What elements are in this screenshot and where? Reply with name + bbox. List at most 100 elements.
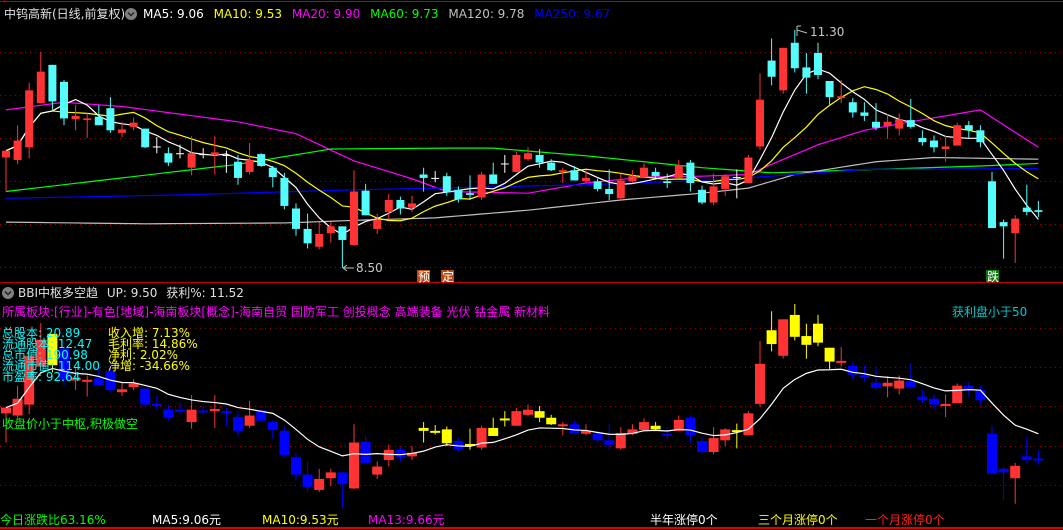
ma10-label: MA10: 9.53 [214,7,282,21]
price-panel[interactable] [2,30,1043,268]
indicator-panel[interactable] [1,304,1044,509]
indicator-candle-body [917,396,928,401]
candle [442,172,451,196]
candle-body [106,108,115,131]
candle-body [176,153,184,155]
indicator-candle-body [766,330,777,345]
indicator-candle-body [731,430,742,433]
indicator-dropdown-icon[interactable] [2,287,14,299]
candle-body [2,150,10,158]
fundamentals-left: 总股本: 20.89 流通股本: 12.47 总市值: 190.98 流通市值:… [2,326,100,384]
indicator-candle [511,408,522,426]
indicator-candle-body [801,336,812,345]
indicator-candle-body [894,380,905,389]
svg-text:跌: 跌 [987,269,999,284]
candle-body [164,153,173,163]
candle-body [350,191,358,246]
daily-ratio: 今日涨跌比63.16% [0,512,106,527]
indicator-candle [453,438,464,452]
candle [292,203,300,236]
bbi-line [5,367,1039,457]
candle [848,98,857,118]
indicator-candle [186,395,197,429]
ma120-line [5,156,1039,225]
candle-body [779,47,788,91]
indicator-candle [813,314,823,347]
net-growth: 净增: -34.66% [108,359,190,373]
indicator-candle-body [824,347,835,362]
candle-body [582,177,590,182]
indicator-candle-body [430,430,441,433]
candle-body [674,165,683,178]
indicator-candle [604,423,615,450]
indicator-candle [917,390,928,404]
candle [315,222,324,250]
candle [118,121,126,138]
candle-body [222,154,231,156]
ma-legend: MA5: 9.06 MA10: 9.53 MA20: 9.90 MA60: 9.… [143,7,610,21]
candle [83,113,92,138]
indicator-candle-body [592,433,603,441]
candle [164,147,173,166]
low-price-label: 8.50 [356,261,383,275]
indicator-candle [755,341,765,407]
candle-body [36,71,45,104]
indicator-candle [140,388,151,406]
indicator-candle-body [395,449,406,458]
candle [187,136,196,176]
indicator-candle-body [523,409,533,415]
indicator-candle-body [604,440,615,445]
candle [767,38,776,86]
candle-body [48,64,57,102]
candle [2,150,10,192]
header-dropdown-icon[interactable] [125,8,137,20]
indicator-candle [244,400,255,428]
candle [918,130,927,146]
indicator-candle-body [465,443,475,446]
candle-body [1011,218,1020,234]
ma60-label: MA60: 9.73 [370,7,438,21]
candle-body [361,190,370,216]
indicator-candle-body [1010,465,1021,479]
indicator-candle-body [279,430,290,455]
indicator-candle [546,414,557,426]
indicator-candle [882,376,893,398]
indicator-candle-body [35,339,46,367]
svg-text:定: 定 [442,269,454,284]
candle [698,185,706,205]
market-cap: 总市值: 190.98 [2,347,88,362]
indicator-candle-body [117,389,127,393]
candle-body [767,60,776,77]
indicator-candle-body [662,433,673,436]
candle [106,97,115,133]
indicator-candle [685,415,696,443]
candle [176,144,184,159]
indicator-candle-body [639,422,649,431]
indicator-candle [221,407,232,427]
indicator-candle [1010,462,1021,504]
indicator-candle [499,411,510,427]
indicator-candle-body [82,379,93,382]
indicator-candle-body [244,415,255,426]
indicator-candle-body [209,408,220,412]
ma250-label: MA250: 9.67 [534,7,610,21]
candle-body [790,42,799,69]
candle-body [512,154,521,172]
candle [71,104,80,131]
indicator-candle-body [198,410,209,413]
candle-body [721,176,730,189]
candle-body [651,171,660,177]
indicator-candle [929,394,939,409]
indicator-candle [731,423,742,449]
profit-note: 获利盘小于50 [952,304,1027,319]
footer-ma10: MA10:9.53元 [262,513,339,527]
indicator-candle-body [488,427,499,436]
candle-body [895,119,904,129]
indicator-candle-body [59,348,69,380]
indicator-candle-body [998,468,1009,473]
low-price-marker: 8.50 [342,261,383,275]
candle-body [280,177,289,206]
candle-body [315,234,324,247]
indicator-candle [871,366,881,391]
